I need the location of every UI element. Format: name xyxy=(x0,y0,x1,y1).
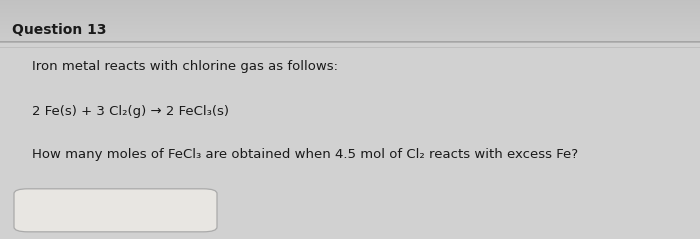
FancyBboxPatch shape xyxy=(14,189,217,232)
Text: 2 Fe(s) + 3 Cl₂(g) → 2 FeCl₃(s): 2 Fe(s) + 3 Cl₂(g) → 2 FeCl₃(s) xyxy=(32,105,228,118)
Text: Iron metal reacts with chlorine gas as follows:: Iron metal reacts with chlorine gas as f… xyxy=(32,60,337,73)
Text: How many moles of FeCl₃ are obtained when 4.5 mol of Cl₂ reacts with excess Fe?: How many moles of FeCl₃ are obtained whe… xyxy=(32,148,577,161)
Text: Question 13: Question 13 xyxy=(12,23,106,37)
